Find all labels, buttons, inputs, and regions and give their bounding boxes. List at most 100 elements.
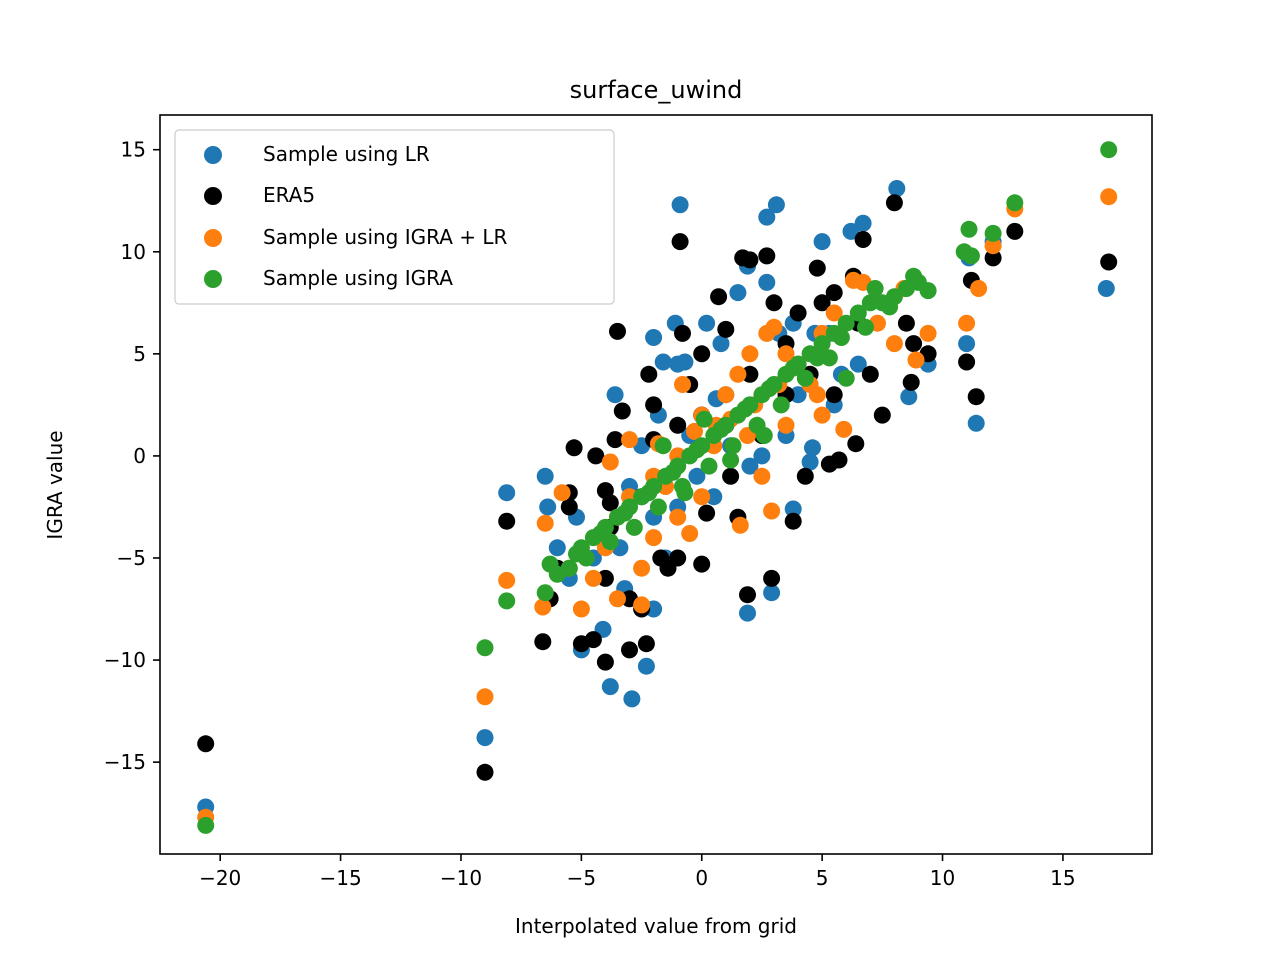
data-point (772, 396, 790, 414)
data-point (645, 396, 663, 414)
legend-label-igra: Sample using IGRA (263, 266, 453, 290)
data-point (804, 439, 821, 457)
data-point (885, 194, 903, 212)
data-point (197, 735, 215, 753)
data-point (958, 314, 976, 332)
data-point (763, 502, 781, 520)
data-point (1097, 280, 1115, 297)
data-point (688, 441, 706, 459)
data-point (857, 318, 874, 336)
data-point (837, 369, 855, 387)
data-point (739, 604, 756, 622)
x-tick-label: −5 (567, 866, 596, 890)
data-point (592, 525, 610, 542)
data-point (763, 584, 781, 602)
data-point (960, 220, 978, 238)
data-point (729, 284, 747, 302)
data-point (796, 467, 814, 485)
data-point (652, 549, 670, 567)
data-point (693, 345, 711, 363)
data-point (784, 500, 802, 518)
data-point (767, 196, 785, 214)
data-point (633, 596, 651, 614)
data-point (649, 498, 667, 516)
data-point (645, 529, 663, 547)
y-tick-label: 15 (121, 138, 146, 162)
data-point (758, 273, 776, 291)
data-point (536, 514, 554, 532)
data-point (698, 314, 716, 332)
data-point (565, 439, 583, 457)
data-point (539, 498, 557, 516)
data-point (731, 516, 749, 534)
data-point (784, 359, 802, 377)
data-point (832, 329, 850, 346)
data-point (905, 267, 923, 285)
data-point (596, 653, 614, 671)
data-point (637, 657, 655, 675)
data-point (534, 598, 552, 616)
series-4 (197, 141, 1118, 834)
data-point (587, 447, 605, 465)
data-point (777, 416, 795, 434)
data-point (739, 586, 756, 604)
data-point (476, 688, 494, 706)
data-point (861, 294, 879, 312)
data-point (498, 592, 516, 610)
data-point (962, 247, 980, 265)
data-point (854, 231, 872, 248)
data-point (784, 512, 802, 530)
data-point (907, 351, 925, 369)
x-tick-label: −10 (440, 866, 482, 890)
data-point (1100, 141, 1118, 159)
data-point (724, 437, 742, 455)
data-point (637, 635, 655, 653)
legend-marker-lr (204, 146, 222, 164)
data-point (606, 431, 624, 449)
data-point (584, 569, 602, 587)
data-point (712, 335, 730, 353)
data-point (902, 373, 920, 391)
data-point (700, 457, 718, 475)
x-tick-label: −20 (199, 866, 241, 890)
data-point (671, 196, 689, 214)
data-point (866, 280, 884, 297)
data-point (674, 376, 691, 393)
data-point (686, 422, 703, 440)
data-point (601, 494, 619, 512)
data-point (905, 335, 923, 353)
data-point (645, 329, 663, 346)
data-point (888, 180, 906, 197)
y-tick-label: 10 (121, 240, 146, 264)
data-point (1006, 222, 1024, 240)
data-point (669, 508, 687, 526)
y-tick-label: −15 (104, 750, 146, 774)
data-point (825, 386, 843, 404)
data-point (654, 437, 672, 455)
data-point (741, 251, 759, 269)
data-point (695, 410, 713, 428)
data-point (688, 467, 706, 485)
data-point (640, 365, 658, 383)
data-point (842, 222, 860, 240)
chart-title: surface_uwind (570, 76, 743, 104)
legend-label-era5: ERA5 (263, 183, 315, 207)
data-point (835, 420, 853, 438)
data-point (609, 590, 626, 608)
x-tick-label: −15 (319, 866, 361, 890)
data-point (536, 467, 554, 485)
data-point (897, 314, 915, 332)
data-point (621, 641, 638, 659)
data-point (813, 233, 831, 251)
data-point (674, 324, 691, 342)
legend-box (174, 129, 615, 305)
data-point (729, 365, 747, 383)
plot-frame (159, 114, 1153, 855)
data-point (654, 353, 672, 371)
data-point (676, 484, 694, 502)
data-point (1100, 188, 1118, 206)
data-point (536, 584, 554, 602)
data-point (609, 322, 626, 340)
data-point (568, 545, 585, 563)
data-point (760, 380, 778, 398)
